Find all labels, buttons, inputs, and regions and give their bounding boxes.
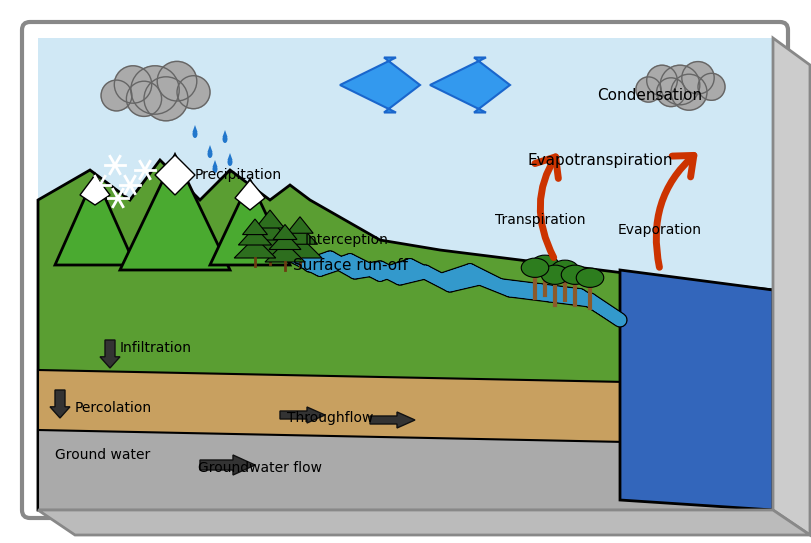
Polygon shape (228, 153, 233, 160)
Text: Percolation: Percolation (75, 401, 152, 415)
Polygon shape (620, 270, 773, 510)
Polygon shape (273, 224, 297, 239)
Ellipse shape (551, 260, 579, 280)
Text: Evaporation: Evaporation (618, 223, 702, 237)
Ellipse shape (577, 268, 603, 287)
Polygon shape (55, 175, 135, 265)
Text: Condensation: Condensation (598, 87, 702, 103)
Circle shape (682, 61, 714, 94)
Circle shape (143, 168, 147, 172)
Ellipse shape (541, 265, 569, 285)
Polygon shape (238, 227, 272, 245)
Circle shape (144, 77, 188, 121)
FancyBboxPatch shape (644, 83, 716, 100)
Ellipse shape (561, 265, 589, 285)
Polygon shape (50, 390, 70, 418)
FancyArrowPatch shape (656, 155, 694, 267)
Text: Throughflow: Throughflow (287, 411, 373, 425)
Ellipse shape (222, 135, 228, 143)
Polygon shape (210, 180, 290, 265)
Polygon shape (242, 219, 268, 235)
FancyBboxPatch shape (22, 22, 788, 518)
Polygon shape (200, 455, 255, 475)
Circle shape (646, 65, 677, 96)
Polygon shape (251, 219, 290, 240)
Circle shape (177, 75, 210, 109)
Text: Interception: Interception (305, 233, 389, 247)
Circle shape (131, 66, 179, 114)
Ellipse shape (212, 165, 217, 173)
Polygon shape (235, 180, 265, 210)
Text: Surface run-off: Surface run-off (293, 257, 407, 273)
Text: Transpiration: Transpiration (495, 213, 586, 227)
Circle shape (128, 183, 132, 187)
Polygon shape (38, 430, 773, 510)
Polygon shape (208, 145, 212, 152)
Ellipse shape (192, 130, 198, 138)
Text: Precipitation: Precipitation (195, 168, 282, 182)
Polygon shape (269, 232, 301, 249)
Circle shape (116, 196, 120, 200)
FancyBboxPatch shape (111, 88, 199, 109)
Polygon shape (340, 58, 420, 112)
Circle shape (671, 74, 707, 110)
Polygon shape (282, 225, 318, 244)
Polygon shape (38, 38, 773, 300)
Circle shape (101, 80, 132, 111)
Polygon shape (773, 38, 810, 535)
Circle shape (636, 77, 661, 102)
Polygon shape (278, 236, 322, 258)
Polygon shape (370, 412, 415, 428)
Polygon shape (38, 510, 810, 535)
Polygon shape (430, 58, 510, 112)
Polygon shape (155, 155, 195, 195)
Ellipse shape (531, 255, 559, 274)
Text: Infiltration: Infiltration (120, 341, 192, 355)
Polygon shape (120, 155, 230, 270)
Text: Ground water: Ground water (55, 448, 150, 462)
Circle shape (98, 183, 102, 187)
Ellipse shape (521, 258, 549, 277)
Polygon shape (287, 217, 313, 233)
Circle shape (157, 61, 197, 101)
Polygon shape (234, 237, 276, 258)
Ellipse shape (208, 150, 212, 158)
Text: Groundwater flow: Groundwater flow (198, 461, 322, 475)
Circle shape (114, 66, 152, 103)
Polygon shape (212, 160, 217, 167)
Circle shape (698, 73, 725, 100)
Polygon shape (100, 340, 120, 368)
Polygon shape (265, 242, 305, 262)
FancyArrowPatch shape (535, 157, 558, 257)
Polygon shape (38, 160, 773, 510)
Text: Evapotranspiration: Evapotranspiration (527, 153, 673, 167)
Polygon shape (192, 125, 198, 132)
Polygon shape (246, 231, 294, 255)
Circle shape (113, 163, 117, 167)
Polygon shape (255, 210, 285, 228)
Polygon shape (222, 130, 228, 137)
Polygon shape (38, 370, 773, 510)
Circle shape (127, 81, 161, 116)
Ellipse shape (228, 158, 233, 166)
Circle shape (657, 78, 685, 106)
Polygon shape (80, 175, 110, 205)
Polygon shape (280, 407, 325, 423)
Circle shape (660, 65, 700, 105)
